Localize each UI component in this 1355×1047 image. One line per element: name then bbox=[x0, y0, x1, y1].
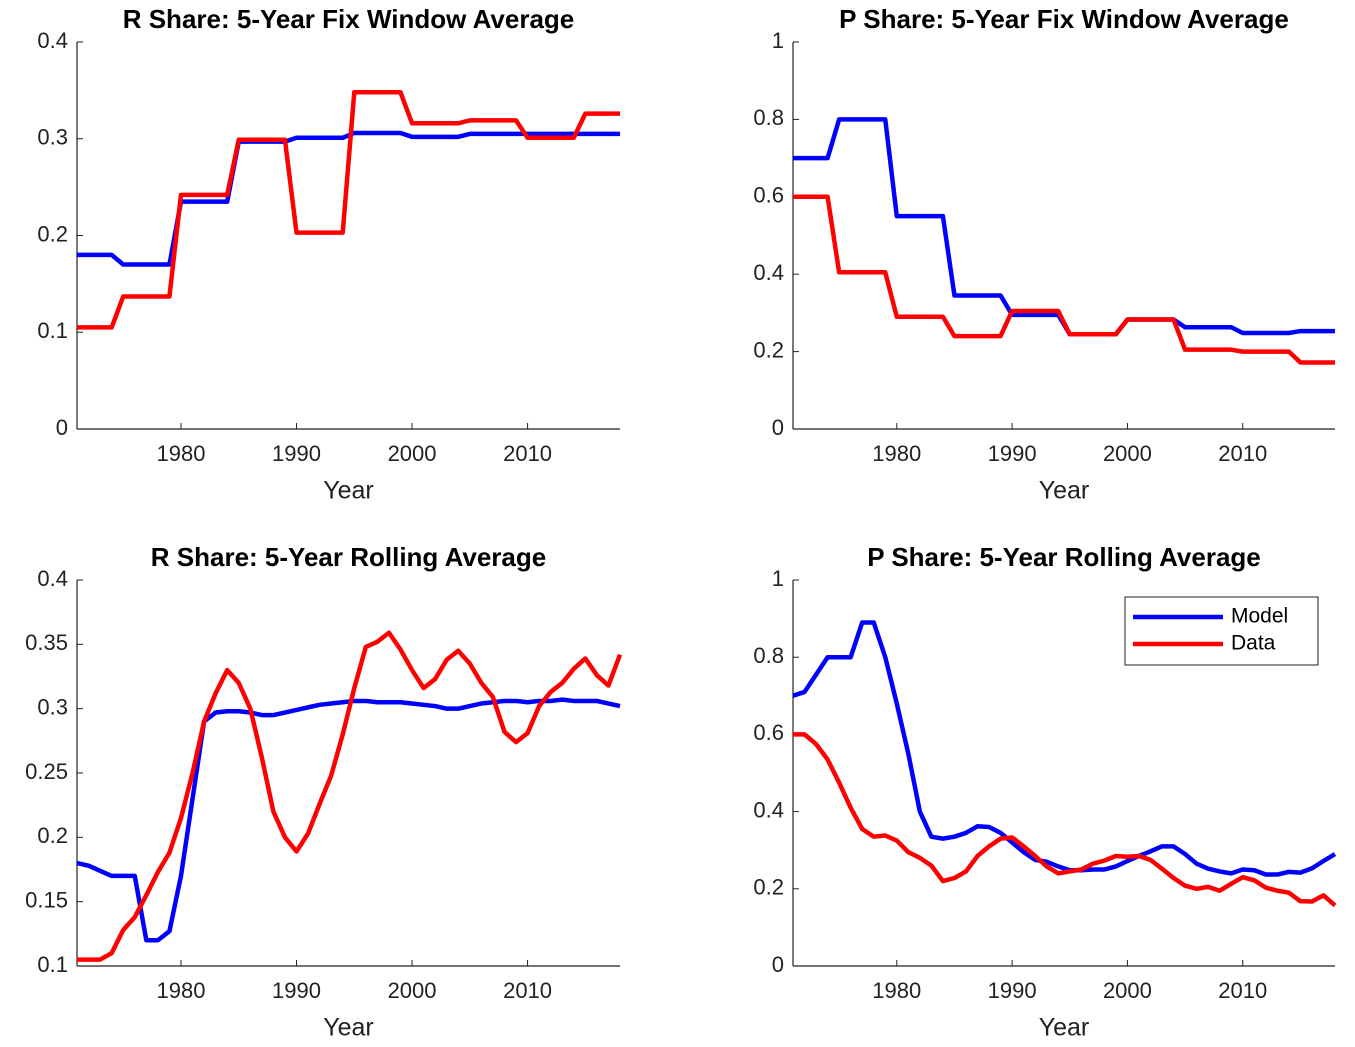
x-tick-label: 1990 bbox=[272, 978, 321, 1003]
y-tick-label: 1 bbox=[772, 566, 784, 591]
x-tick-label: 2010 bbox=[1218, 978, 1267, 1003]
x-tick-label: 1980 bbox=[872, 441, 921, 466]
y-tick-label: 0 bbox=[772, 952, 784, 977]
y-tick-label: 0.8 bbox=[753, 643, 784, 668]
chart-title: R Share: 5-Year Fix Window Average bbox=[123, 4, 575, 34]
y-tick-label: 0.1 bbox=[37, 952, 68, 977]
x-tick-label: 1980 bbox=[157, 441, 206, 466]
legend-label: Data bbox=[1231, 632, 1276, 655]
x-tick-label: 2000 bbox=[388, 978, 437, 1003]
x-tick-label: 1980 bbox=[157, 978, 206, 1003]
series-line bbox=[792, 620, 1337, 877]
y-tick-label: 1 bbox=[772, 28, 784, 53]
series-line bbox=[76, 697, 621, 943]
x-tick-label: 1990 bbox=[988, 978, 1037, 1003]
x-tick-label: 2010 bbox=[1218, 441, 1267, 466]
x-tick-label: 2000 bbox=[1103, 978, 1152, 1003]
chart-title: P Share: 5-Year Rolling Average bbox=[867, 542, 1261, 572]
series-line bbox=[793, 117, 1335, 337]
y-tick-label: 0.4 bbox=[753, 797, 784, 822]
y-tick-label: 0.3 bbox=[37, 125, 68, 150]
y-tick-label: 0.3 bbox=[37, 694, 68, 719]
y-tick-label: 0.15 bbox=[25, 887, 68, 912]
subplot: R Share: 5-Year Rolling Average Year 0.1 0.… bbox=[25, 542, 623, 1042]
y-tick-label: 0.2 bbox=[37, 823, 68, 848]
y-tick-label: 0.2 bbox=[753, 337, 784, 362]
x-tick-label: 2010 bbox=[503, 978, 552, 1003]
y-tick-label: 0.35 bbox=[25, 630, 68, 655]
y-tick-label: 0 bbox=[772, 415, 784, 440]
x-tick-label: 2000 bbox=[388, 441, 437, 466]
series-line bbox=[77, 90, 620, 330]
subplot: P Share: 5-Year Rolling Average Year 0 0.2 0… bbox=[753, 542, 1337, 1042]
y-tick-label: 0.25 bbox=[25, 759, 68, 784]
y-tick-label: 0.4 bbox=[753, 260, 784, 285]
series-line bbox=[77, 630, 623, 962]
y-tick-label: 0.4 bbox=[37, 566, 68, 591]
x-tick-label: 1990 bbox=[988, 441, 1037, 466]
legend-label: Model bbox=[1231, 605, 1288, 628]
chart-title: P Share: 5-Year Fix Window Average bbox=[839, 4, 1289, 34]
legend-box bbox=[1124, 596, 1319, 666]
x-axis-label: Year bbox=[1039, 477, 1090, 505]
x-axis-label: Year bbox=[323, 477, 374, 505]
x-tick-label: 2010 bbox=[503, 441, 552, 466]
subplot: P Share: 5-Year Fix Window Average Year 0 0… bbox=[753, 4, 1335, 505]
x-tick-label: 1990 bbox=[272, 441, 321, 466]
legend: Model Data bbox=[1124, 596, 1319, 666]
x-tick-label: 2000 bbox=[1103, 441, 1152, 466]
chart-title: R Share: 5-Year Rolling Average bbox=[151, 542, 546, 572]
y-tick-label: 0.8 bbox=[753, 105, 784, 130]
x-axis-label: Year bbox=[1039, 1014, 1090, 1042]
series-line bbox=[793, 194, 1335, 365]
y-tick-label: 0.2 bbox=[753, 875, 784, 900]
y-tick-label: 0.6 bbox=[753, 720, 784, 745]
subplot: R Share: 5-Year Fix Window Average Year 0 0… bbox=[37, 4, 620, 505]
y-tick-label: 0 bbox=[56, 415, 68, 440]
x-tick-label: 1980 bbox=[872, 978, 921, 1003]
y-tick-label: 0.4 bbox=[37, 28, 68, 53]
y-tick-label: 0.1 bbox=[37, 318, 68, 343]
y-tick-label: 0.2 bbox=[37, 221, 68, 246]
x-axis-label: Year bbox=[323, 1014, 374, 1042]
series-line bbox=[793, 732, 1337, 908]
y-tick-label: 0.6 bbox=[753, 183, 784, 208]
